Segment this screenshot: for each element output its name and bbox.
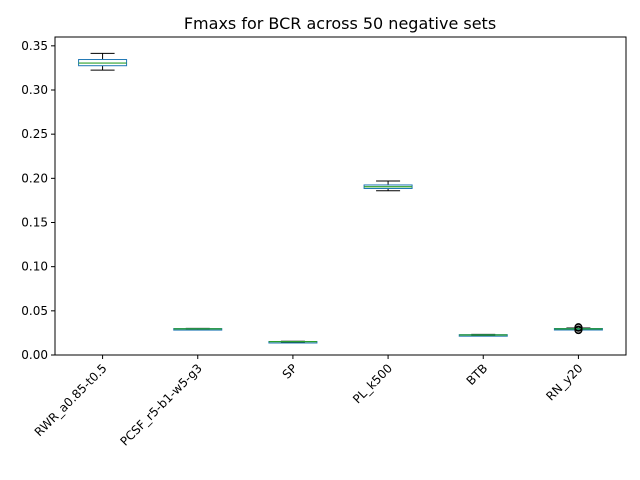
x-tick-label: SP — [280, 361, 300, 381]
y-tick-label: 0.30 — [21, 83, 48, 97]
y-tick-label: 0.35 — [21, 39, 48, 53]
y-tick-label: 0.00 — [21, 348, 48, 362]
axes-frame — [54, 36, 627, 356]
y-tick-label: 0.25 — [21, 127, 48, 141]
y-tick-label: 0.05 — [21, 304, 48, 318]
x-tick-label: PL_k500 — [350, 361, 395, 406]
y-tick-label: 0.20 — [21, 171, 48, 185]
plot-area: 0.00 0.05 0.10 0.15 0.20 0.25 0.30 0.35 RWR_a0.8… — [21, 39, 603, 449]
x-tick-label: RN_y20 — [543, 361, 585, 403]
chart-title: Fmaxs for BCR across 50 negative sets — [184, 14, 496, 33]
x-tick-label: PCSF_r5-b1-w5-g3 — [117, 361, 204, 448]
y-tick-label: 0.10 — [21, 260, 48, 274]
x-tick-label: RWR_a0.85-t0.5 — [32, 361, 110, 439]
y-tick-label: 0.15 — [21, 216, 48, 230]
outlier-point — [574, 323, 583, 332]
x-tick-label: BTB — [464, 361, 491, 388]
